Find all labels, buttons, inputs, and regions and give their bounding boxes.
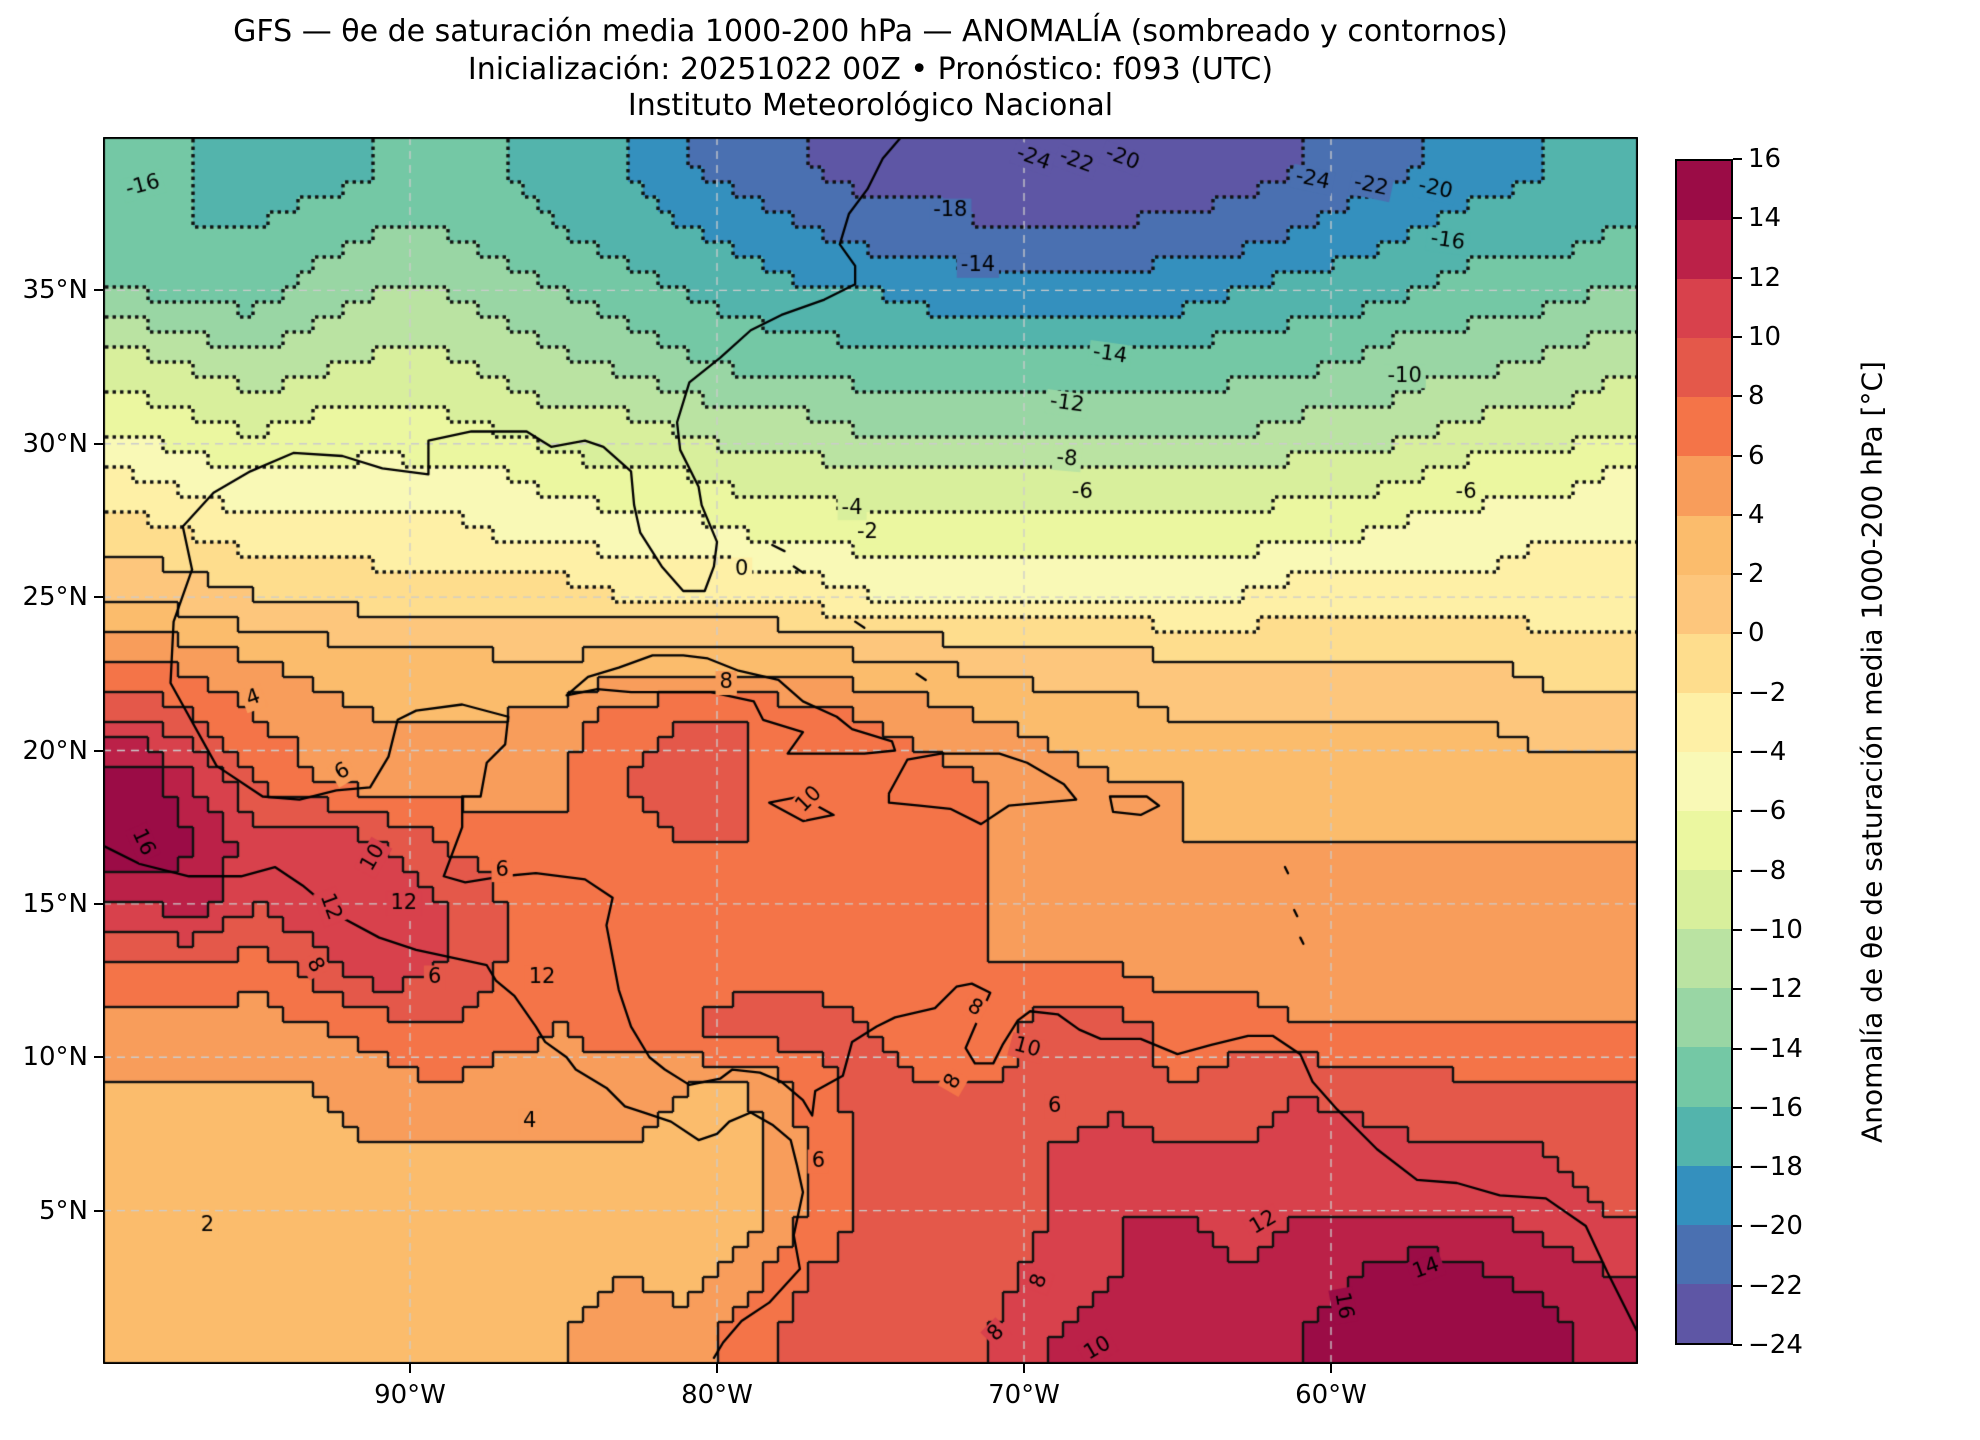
colorbar-tick-label: −6 — [1748, 796, 1787, 827]
colorbar-tick-mark — [1733, 1047, 1742, 1050]
colorbar-tick-mark — [1733, 751, 1742, 753]
y-tick-label: 20°N — [22, 735, 88, 766]
colorbar-tick-mark — [1733, 158, 1742, 160]
x-tick-mark — [716, 1364, 718, 1373]
y-tick-mark — [94, 749, 103, 752]
colorbar-tick-mark — [1733, 1225, 1742, 1228]
colorbar-tick-mark — [1733, 1106, 1742, 1109]
colorbar-color-block — [1677, 1047, 1731, 1107]
colorbar-color-block — [1677, 929, 1731, 989]
y-tick-label: 35°N — [22, 275, 88, 306]
colorbar-tick-mark — [1733, 810, 1742, 813]
x-tick-label: 90°W — [374, 1380, 446, 1410]
colorbar-tick-label: −12 — [1748, 974, 1803, 1005]
colorbar-tick-mark — [1733, 276, 1742, 279]
y-tick-mark — [94, 1056, 103, 1059]
colorbar-tick-label: −4 — [1748, 737, 1787, 767]
colorbar-tick-label: 10 — [1748, 321, 1782, 352]
colorbar-color-block — [1677, 1165, 1731, 1225]
colorbar-tick-mark — [1733, 928, 1742, 931]
y-tick-mark — [94, 289, 103, 292]
colorbar-tick-label: 16 — [1748, 144, 1782, 174]
colorbar-tick-label: −16 — [1748, 1092, 1803, 1123]
colorbar-color-block — [1677, 1283, 1731, 1343]
colorbar-color-block — [1677, 751, 1731, 812]
colorbar-color-block — [1677, 574, 1731, 634]
colorbar-tick-mark — [1733, 988, 1742, 991]
colorbar-color-block — [1677, 220, 1731, 280]
y-tick-mark — [94, 596, 103, 599]
y-tick-mark — [94, 902, 103, 905]
colorbar-color-block — [1677, 397, 1731, 457]
y-tick-label: 25°N — [22, 582, 88, 613]
colorbar-tick-mark — [1733, 1284, 1742, 1287]
colorbar-tick-mark — [1733, 335, 1742, 338]
colorbar-tick-label: −10 — [1748, 914, 1803, 945]
colorbar-color-block — [1677, 161, 1731, 221]
anomaly-map-canvas — [103, 137, 1638, 1364]
colorbar-axis-label: Anomalía de θe de saturación media 1000-… — [1855, 361, 1889, 1143]
colorbar-color-block — [1677, 692, 1731, 752]
colorbar-tick-label: 6 — [1748, 440, 1765, 471]
colorbar-tick-label: 12 — [1748, 262, 1782, 293]
colorbar-tick-label: 0 — [1748, 618, 1765, 649]
colorbar-tick-mark — [1733, 454, 1742, 457]
x-tick-mark — [409, 1364, 411, 1373]
y-tick-mark — [94, 442, 103, 445]
colorbar-tick-mark — [1733, 573, 1742, 576]
colorbar-tick-mark — [1733, 869, 1742, 872]
colorbar-color-block — [1677, 1224, 1731, 1284]
chart-title: GFS — θe de saturación media 1000-200 hP… — [233, 14, 1508, 49]
colorbar-color-block — [1677, 633, 1731, 693]
colorbar — [1675, 159, 1733, 1345]
y-tick-label: 30°N — [22, 428, 88, 459]
colorbar-tick-label: 14 — [1748, 203, 1782, 234]
x-tick-mark — [1330, 1364, 1332, 1373]
colorbar-tick-label: −8 — [1748, 855, 1787, 886]
chart-institution: Instituto Meteorológico Nacional — [627, 88, 1114, 123]
colorbar-color-block — [1677, 870, 1731, 930]
colorbar-tick-label: −18 — [1748, 1152, 1803, 1183]
x-tick-mark — [1023, 1364, 1025, 1373]
colorbar-tick-label: 2 — [1748, 559, 1765, 590]
chart-subtitle-init-forecast: Inicialización: 20251022 00Z • Pronóstic… — [467, 52, 1274, 87]
colorbar-tick-label: −20 — [1748, 1211, 1803, 1242]
y-tick-mark — [94, 1209, 103, 1212]
x-tick-label: 70°W — [988, 1380, 1060, 1410]
colorbar-color-block — [1677, 988, 1731, 1048]
map-plot-area — [103, 137, 1638, 1364]
colorbar-color-block — [1677, 1106, 1731, 1166]
colorbar-color-block — [1677, 456, 1731, 516]
y-tick-label: 15°N — [22, 888, 88, 919]
colorbar-tick-mark — [1733, 513, 1742, 516]
colorbar-tick-label: −22 — [1748, 1270, 1803, 1301]
colorbar-tick-mark — [1733, 1344, 1742, 1346]
colorbar-tick-label: 4 — [1748, 499, 1765, 530]
colorbar-color-block — [1677, 279, 1731, 339]
x-tick-label: 80°W — [681, 1380, 753, 1410]
colorbar-color-block — [1677, 515, 1731, 575]
colorbar-tick-label: 8 — [1748, 381, 1765, 412]
y-tick-label: 10°N — [22, 1042, 88, 1073]
x-tick-label: 60°W — [1295, 1380, 1367, 1410]
y-tick-label: 5°N — [39, 1195, 88, 1226]
colorbar-tick-mark — [1733, 395, 1742, 398]
colorbar-tick-mark — [1733, 632, 1742, 635]
colorbar-tick-label: −2 — [1748, 677, 1787, 708]
colorbar-tick-mark — [1733, 1166, 1742, 1169]
colorbar-tick-label: −24 — [1748, 1330, 1803, 1360]
colorbar-color-block — [1677, 811, 1731, 871]
colorbar-color-block — [1677, 338, 1731, 398]
colorbar-tick-label: −14 — [1748, 1033, 1803, 1064]
colorbar-tick-mark — [1733, 217, 1742, 220]
colorbar-tick-mark — [1733, 691, 1742, 694]
